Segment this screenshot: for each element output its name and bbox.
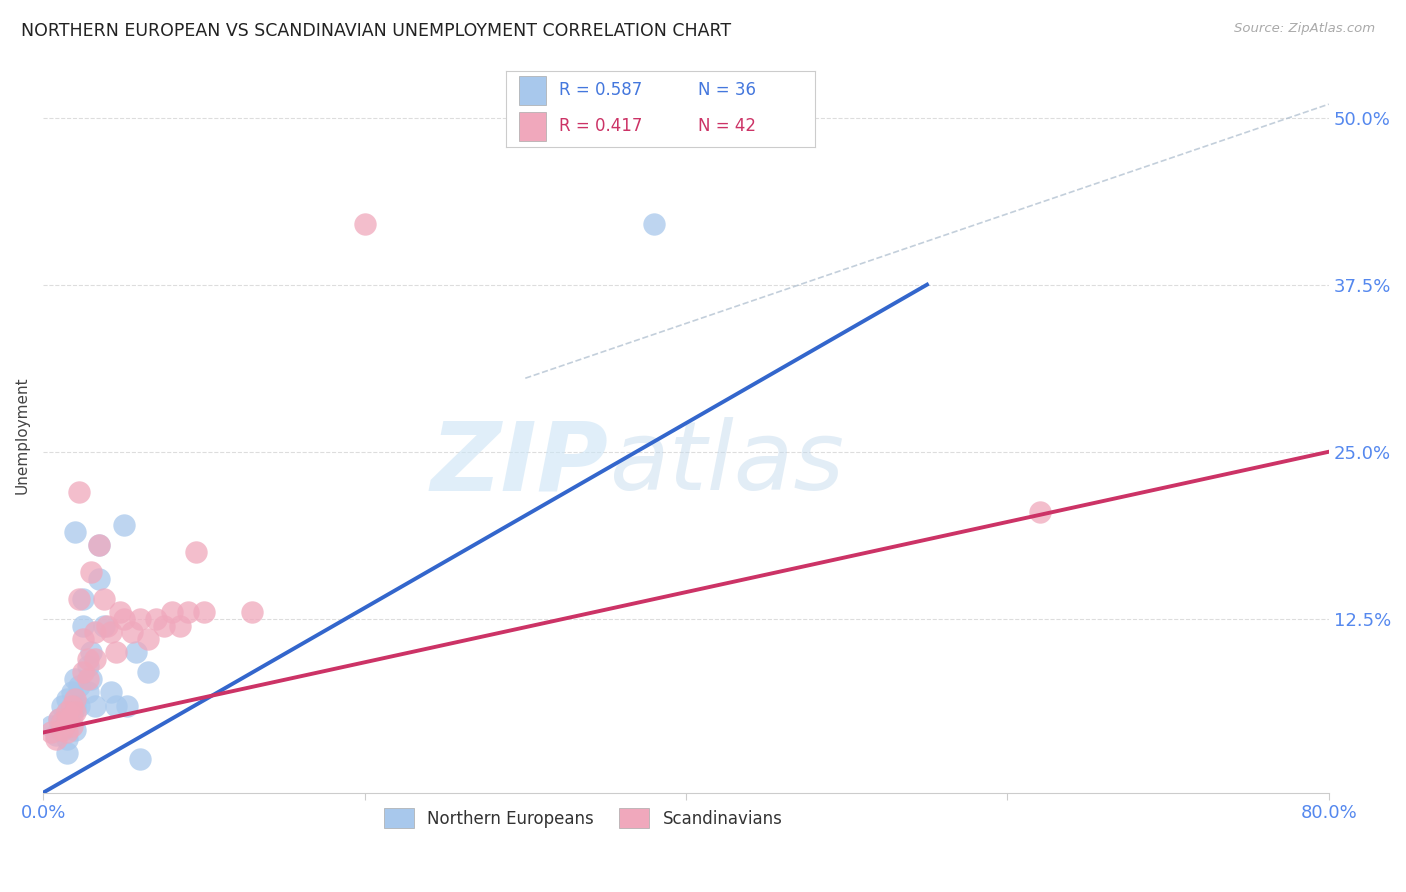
Point bbox=[65, 706, 87, 720]
Point bbox=[89, 572, 111, 586]
Text: R = 0.587: R = 0.587 bbox=[558, 81, 643, 99]
Point bbox=[65, 524, 87, 539]
Point bbox=[77, 658, 100, 673]
Point bbox=[125, 645, 148, 659]
Point bbox=[83, 625, 105, 640]
Point bbox=[60, 685, 83, 699]
Point bbox=[60, 719, 83, 733]
Point bbox=[67, 698, 90, 713]
Point bbox=[45, 728, 67, 742]
Point bbox=[136, 665, 159, 680]
Point bbox=[51, 698, 73, 713]
Point bbox=[128, 752, 150, 766]
Point bbox=[65, 692, 87, 706]
Point bbox=[72, 591, 94, 606]
Point bbox=[56, 746, 79, 760]
Point bbox=[160, 605, 183, 619]
Point bbox=[45, 732, 67, 747]
Point bbox=[72, 632, 94, 646]
Point bbox=[51, 714, 73, 729]
Point bbox=[110, 605, 132, 619]
Point bbox=[72, 665, 94, 680]
Point bbox=[56, 692, 79, 706]
Point bbox=[48, 712, 70, 726]
Point bbox=[67, 591, 90, 606]
Text: ZIP: ZIP bbox=[432, 417, 609, 510]
Point bbox=[83, 652, 105, 666]
Text: N = 36: N = 36 bbox=[697, 81, 756, 99]
Point bbox=[65, 723, 87, 737]
Point bbox=[67, 679, 90, 693]
Point bbox=[67, 484, 90, 499]
Point bbox=[80, 672, 103, 686]
Bar bbox=[519, 76, 547, 104]
Point bbox=[96, 618, 118, 632]
Point bbox=[56, 706, 79, 720]
Y-axis label: Unemployment: Unemployment bbox=[15, 376, 30, 494]
Point bbox=[136, 632, 159, 646]
Point bbox=[152, 618, 174, 632]
Text: Source: ZipAtlas.com: Source: ZipAtlas.com bbox=[1234, 22, 1375, 36]
Point bbox=[104, 698, 127, 713]
Point bbox=[56, 714, 79, 729]
Point bbox=[72, 618, 94, 632]
Text: N = 42: N = 42 bbox=[697, 117, 756, 135]
Point bbox=[56, 732, 79, 747]
Point bbox=[89, 538, 111, 552]
Bar bbox=[519, 112, 547, 141]
Point bbox=[145, 612, 167, 626]
Point bbox=[65, 698, 87, 713]
Point bbox=[93, 591, 115, 606]
Point bbox=[353, 218, 375, 232]
Point bbox=[77, 672, 100, 686]
Point bbox=[100, 625, 122, 640]
Point bbox=[39, 725, 62, 739]
Text: atlas: atlas bbox=[609, 417, 844, 510]
Legend: Northern Europeans, Scandinavians: Northern Europeans, Scandinavians bbox=[377, 802, 789, 834]
Point bbox=[104, 645, 127, 659]
Point bbox=[184, 545, 207, 559]
Point bbox=[128, 612, 150, 626]
Point bbox=[121, 625, 143, 640]
Point bbox=[193, 605, 215, 619]
Point bbox=[177, 605, 200, 619]
Point bbox=[60, 706, 83, 720]
Point bbox=[39, 719, 62, 733]
Point bbox=[1028, 505, 1050, 519]
Point bbox=[643, 218, 665, 232]
Point bbox=[83, 698, 105, 713]
Text: NORTHERN EUROPEAN VS SCANDINAVIAN UNEMPLOYMENT CORRELATION CHART: NORTHERN EUROPEAN VS SCANDINAVIAN UNEMPL… bbox=[21, 22, 731, 40]
Point bbox=[51, 723, 73, 737]
Point bbox=[56, 725, 79, 739]
Point bbox=[60, 709, 83, 723]
Point bbox=[100, 685, 122, 699]
Text: R = 0.417: R = 0.417 bbox=[558, 117, 643, 135]
Point bbox=[51, 714, 73, 729]
Point bbox=[112, 518, 135, 533]
Point bbox=[77, 685, 100, 699]
Point bbox=[65, 672, 87, 686]
Point bbox=[112, 612, 135, 626]
Point bbox=[56, 706, 79, 720]
Point bbox=[60, 698, 83, 713]
Point bbox=[93, 618, 115, 632]
Point bbox=[77, 652, 100, 666]
Point bbox=[48, 712, 70, 726]
Point bbox=[80, 565, 103, 579]
Point bbox=[240, 605, 263, 619]
Point bbox=[80, 645, 103, 659]
Point bbox=[48, 723, 70, 737]
Point bbox=[169, 618, 191, 632]
Point bbox=[115, 698, 138, 713]
Point bbox=[89, 538, 111, 552]
